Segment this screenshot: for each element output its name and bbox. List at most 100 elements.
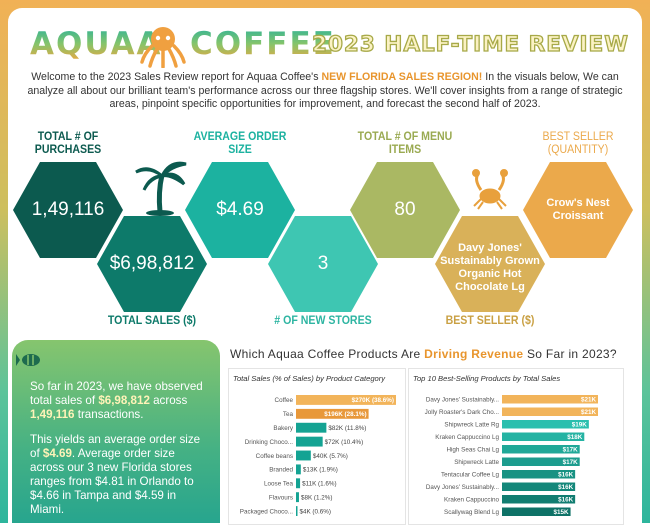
bar [502, 407, 598, 416]
bar [296, 464, 301, 475]
kpi-label: TOTAL # OF PURCHASES [34, 131, 102, 156]
summary-text: So far in 2023, we have observed total s… [30, 380, 203, 407]
category-label: Tea [283, 411, 294, 418]
category-label: Kraken Cappuccino [444, 497, 499, 504]
summary-text: . Average order size across our 3 new Fl… [30, 447, 194, 516]
value-label: $196K (28.1%) [324, 411, 366, 418]
category-label: Shipwreck Latte Rg [444, 422, 499, 429]
summary-panel [12, 340, 220, 523]
bar [502, 420, 589, 429]
summary-paragraph: This yields an average order size of $4.… [30, 433, 212, 517]
category-label: Flavours [269, 494, 293, 501]
intro-highlight: NEW FLORIDA SALES REGION! [321, 71, 483, 83]
bar [296, 422, 327, 433]
value-label: $21K [581, 397, 597, 404]
kpi-label: AVERAGE ORDER SIZE [193, 131, 287, 156]
chart-title: Top 10 Best-Selling Products by Total Sa… [413, 374, 560, 383]
category-label: Kraken Cappuccino Lg [435, 434, 499, 441]
kpi-value: $6,98,812 [109, 253, 195, 274]
chart-title: Total Sales (% of Sales) by Product Cate… [233, 374, 386, 383]
value-label: $18K [567, 434, 583, 441]
value-label: $19K [572, 422, 588, 429]
category-label: Coffee [275, 397, 294, 404]
bar [296, 478, 301, 489]
bar [296, 506, 298, 516]
section-text: Which Aquaa Coffee Products Are [230, 347, 425, 361]
octopus-icon [140, 27, 186, 68]
crab-icon [472, 169, 508, 210]
kpi-label: TOTAL SALES ($) [107, 315, 197, 327]
bar [502, 495, 576, 504]
intro-text: In the visuals below, We can analyze all… [27, 71, 623, 110]
category-label: Davy Jones' Sustainably... [426, 397, 499, 404]
kpi-label: # OF NEW STORES [274, 315, 372, 327]
kpi-value: $4.69 [216, 199, 264, 220]
value-label: $82K (11.8%) [328, 425, 366, 432]
fish-icon [16, 354, 40, 366]
category-label: Tentacular Coffee Lg [441, 472, 499, 479]
bar [502, 395, 598, 404]
kpi-value: Crow's Nest Croissant [546, 197, 610, 222]
category-label: Branded [269, 467, 293, 474]
title-part: COFFEE [190, 26, 336, 62]
kpi-value: 3 [317, 253, 329, 274]
title-part: 2023 HALF-TIME REVIEW [311, 31, 629, 57]
summary-text: transactions. [74, 408, 144, 421]
category-label: Davy Jones' Sustainably... [426, 484, 499, 491]
category-label: Scallywag Blend Lg [444, 509, 499, 516]
intro: Welcome to the 2023 Sales Review report … [26, 71, 624, 112]
section-title: Which Aquaa Coffee Products Are Driving … [230, 347, 617, 361]
kpi-value: 1,49,116 [31, 199, 105, 220]
value-label: $72K (10.4%) [325, 439, 364, 446]
title-part: AQUAA [30, 26, 163, 62]
hexagon [435, 216, 545, 312]
value-label: $17K [563, 447, 579, 454]
category-label: Loose Tea [264, 481, 293, 488]
summary-highlight: $4.69 [42, 447, 72, 460]
kpi-value: Davy Jones' Sustainably Grown Organic Ho… [440, 242, 540, 293]
hexagon [268, 216, 378, 312]
hexagon [350, 162, 460, 258]
summary-highlight: $6,98,812 [98, 394, 150, 407]
kpi-label: BEST SELLER ($) [445, 315, 535, 327]
bar [502, 457, 580, 466]
value-label: $11K (1.6%) [302, 481, 337, 488]
section-text: So Far in 2023? [523, 347, 617, 361]
bar [296, 492, 299, 503]
value-label: $8K (1.2%) [301, 494, 333, 501]
bar [502, 482, 576, 491]
value-label: $270K (38.6%) [352, 397, 394, 404]
value-label: $16K [558, 484, 574, 491]
value-label: $4K (0.6%) [299, 508, 331, 515]
hexagon [523, 162, 633, 258]
summary-text: This yields an average order size of [30, 433, 201, 460]
kpi-value: 80 [394, 199, 416, 220]
hexagon [185, 162, 295, 258]
kpi-label: BEST SELLER (QUANTITY) [542, 131, 614, 156]
chart: Total Sales (% of Sales) by Product Cate… [228, 368, 406, 525]
summary-text: across [149, 394, 188, 407]
bar [296, 436, 323, 447]
value-label: $21K [581, 409, 597, 416]
category-label: Jolly Roaster's Dark Cho... [425, 409, 500, 416]
chart: Top 10 Best-Selling Products by Total Sa… [408, 368, 624, 525]
value-label: $17K [563, 459, 579, 466]
value-label: $16K [558, 472, 574, 479]
bar [502, 432, 585, 441]
category-label: Shipwreck Latte [454, 459, 499, 466]
bar [296, 408, 369, 419]
category-label: Drinking Choco... [245, 439, 294, 446]
value-label: $13K (1.9%) [303, 467, 338, 474]
bar [296, 395, 396, 405]
intro-text: Welcome to the 2023 Sales Review report … [31, 71, 322, 83]
bar [296, 450, 311, 461]
value-label: $40K (5.7%) [313, 453, 348, 460]
category-label: Bakery [273, 425, 293, 432]
value-label: $16K [558, 497, 574, 504]
bar [502, 470, 576, 479]
summary-paragraph: So far in 2023, we have observed total s… [30, 380, 212, 422]
category-label: High Seas Chai Lg [446, 447, 499, 454]
category-label: Coffee beans [256, 453, 293, 460]
palm-icon [135, 161, 187, 216]
